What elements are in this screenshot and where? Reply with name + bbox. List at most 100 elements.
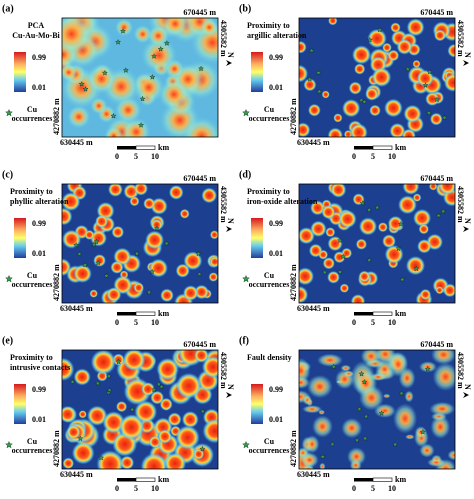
anomaly	[375, 350, 396, 364]
cu-marker	[358, 97, 365, 103]
anomaly	[145, 230, 165, 250]
cu-marker	[119, 28, 126, 34]
anomaly	[402, 184, 420, 195]
anomaly	[129, 196, 140, 207]
panel-title: Proximity to	[247, 21, 290, 30]
anomaly	[338, 210, 357, 229]
cu-marker	[308, 47, 315, 54]
anomaly	[396, 38, 413, 55]
coord-top-right: 670445 m	[183, 174, 216, 183]
anomaly	[302, 395, 312, 405]
anomaly	[339, 283, 350, 293]
scale-bar-black	[117, 478, 136, 482]
scale-tick-label: 0	[115, 484, 119, 493]
cu-marker	[361, 378, 368, 385]
anomaly	[73, 264, 92, 283]
anomaly	[384, 98, 403, 118]
anomaly	[62, 192, 81, 212]
cu-marker	[122, 67, 129, 73]
marker-label: Cu	[27, 105, 38, 114]
marker-label: Cu	[27, 271, 38, 280]
anomaly	[429, 112, 443, 126]
anomaly	[322, 257, 335, 270]
anomaly	[359, 385, 384, 411]
anomaly	[398, 195, 417, 215]
cu-marker	[361, 98, 368, 105]
anomaly	[93, 254, 106, 267]
scale-tick-label: 10	[151, 152, 159, 161]
anomaly	[367, 28, 387, 49]
anomaly	[133, 282, 144, 293]
anomaly	[175, 372, 202, 399]
anomaly	[108, 184, 123, 197]
anomaly	[150, 219, 163, 231]
scale-unit: km	[158, 143, 169, 152]
anomaly	[333, 251, 346, 264]
cu-marker	[110, 112, 117, 119]
cu-marker	[362, 435, 369, 441]
scale-tick-label: 0	[352, 484, 356, 493]
cu-marker	[82, 86, 89, 92]
scale-tick-label: 5	[371, 152, 375, 161]
north-label: N	[463, 52, 472, 58]
map	[299, 18, 455, 137]
anomaly	[111, 225, 125, 239]
panel-title: phyllic alteration	[10, 197, 69, 206]
anomaly	[202, 418, 218, 444]
scale-bar-black	[117, 146, 136, 150]
anomaly	[132, 71, 165, 104]
cu-marker	[316, 88, 323, 95]
north-label: N	[463, 384, 472, 390]
panel-title: Proximity to	[10, 187, 53, 196]
anomaly	[405, 434, 415, 440]
map-frame	[298, 17, 456, 138]
anomaly	[443, 283, 455, 298]
cu-marker	[425, 109, 432, 116]
anomaly	[299, 285, 309, 303]
north-arrow	[226, 60, 232, 66]
anomaly	[158, 78, 190, 111]
anomaly	[333, 113, 343, 123]
colorbar	[251, 52, 263, 92]
scale-tick-label: 0	[115, 152, 119, 161]
anomaly	[209, 256, 218, 267]
anomaly	[387, 215, 404, 232]
cu-marker	[149, 268, 156, 275]
coord-right: 4305582 m	[456, 352, 465, 389]
anomaly	[181, 411, 199, 428]
anomaly	[122, 350, 146, 372]
anomaly	[67, 105, 91, 129]
cu-marker	[413, 265, 420, 272]
scale-tick-label: 5	[371, 318, 375, 327]
cu-marker	[424, 366, 431, 372]
cu-marker	[163, 240, 170, 247]
panel-title: Cu-Au-Mo-Bi	[12, 31, 60, 40]
scale-bar-black	[354, 146, 373, 150]
panel-title: Proximity to	[10, 353, 53, 362]
coord-right: 4305582 m	[219, 352, 228, 389]
cu-marker	[101, 69, 108, 76]
anomaly	[175, 425, 200, 450]
anomaly	[330, 184, 347, 198]
anomaly	[134, 184, 148, 196]
anomaly	[160, 288, 174, 303]
anomaly	[418, 223, 429, 235]
anomaly	[438, 184, 455, 195]
panel-label: (e)	[2, 335, 13, 346]
anomaly	[327, 270, 340, 284]
anomaly	[147, 24, 170, 47]
scale-bar-black	[354, 478, 373, 482]
anomaly	[427, 458, 446, 467]
colorbar	[251, 384, 263, 424]
anomaly	[318, 249, 329, 260]
marker-label: occurrences	[249, 114, 290, 123]
coord-top-right: 670445 m	[183, 340, 216, 349]
anomaly	[340, 364, 351, 372]
marker-label: occurrences	[249, 446, 290, 455]
panel-title: intrusive contacts	[10, 363, 70, 372]
anomaly	[96, 450, 125, 469]
cu-marker	[315, 69, 322, 76]
cu-marker	[422, 82, 429, 88]
